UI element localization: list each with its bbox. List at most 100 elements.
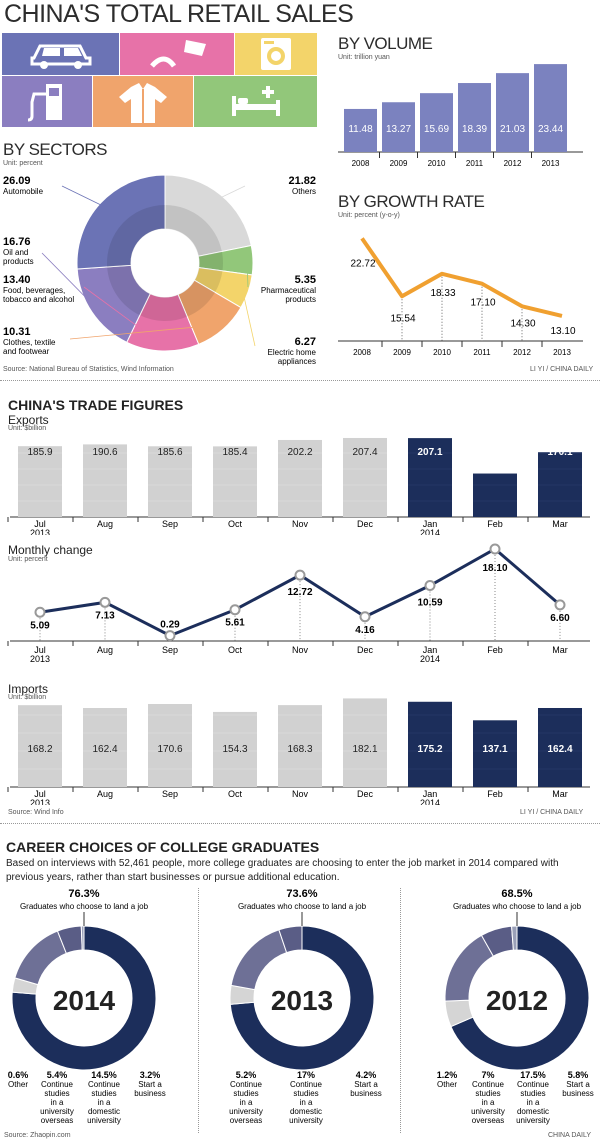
change-month-label: Aug <box>97 645 113 655</box>
change-value-label: 10.59 <box>417 598 442 609</box>
career-domestic-label: Continue <box>290 1080 323 1089</box>
trade-value-label: 190.6 <box>92 447 117 458</box>
trade-month-label: Jan <box>423 789 438 799</box>
trade-month-label: Mar <box>552 519 568 529</box>
trade-month-label: 2013 <box>30 798 50 805</box>
change-value-label: 4.16 <box>355 625 375 636</box>
career-overseas-label: studies <box>475 1089 500 1098</box>
trade-month-label: Nov <box>292 789 309 799</box>
trade-bar <box>278 705 322 787</box>
career-business-label: Start a <box>138 1080 162 1089</box>
trade-bar <box>213 446 257 517</box>
donut-hole <box>131 229 199 297</box>
trade-month-label: Mar <box>552 789 568 799</box>
career-slice <box>229 925 375 1071</box>
sector-category-label: tobacco and alcohol <box>3 295 74 304</box>
trade-month-label: Dec <box>357 519 374 529</box>
change-point <box>294 569 306 581</box>
career-overseas-label: university <box>471 1107 505 1116</box>
volume-value-label: 15.69 <box>424 124 449 135</box>
change-month-label: Jan <box>423 645 438 655</box>
career-slice <box>80 925 85 951</box>
trade-value-label: 182.1 <box>352 744 377 755</box>
growth-year-label: 2009 <box>393 348 411 357</box>
growth-year-label: 2013 <box>553 348 571 357</box>
sector-value-label: 16.76 <box>3 236 31 248</box>
career-overseas-label: overseas <box>230 1116 262 1125</box>
change-value-label: 12.72 <box>287 587 312 598</box>
volume-title: BY VOLUME <box>338 34 433 53</box>
career-domestic-pct: 17.5% <box>520 1070 546 1080</box>
trade-month-label: Sep <box>162 789 178 799</box>
trade-value-label: 168.3 <box>287 744 312 755</box>
trade-month-label: Dec <box>357 789 374 799</box>
trade-value-label: 170.1 <box>547 447 572 458</box>
career-slice <box>511 925 518 951</box>
trade-value-label: 185.6 <box>157 447 182 458</box>
change-value-label: 5.09 <box>30 620 50 631</box>
sector-category-label: Others <box>292 187 316 196</box>
career-job-label: Graduates who choose to land a job <box>238 902 367 911</box>
career-year-label: 2012 <box>486 985 548 1016</box>
career-domestic-label: studies <box>520 1089 545 1098</box>
trade-month-label: 2013 <box>30 528 50 535</box>
trade-month-label: Jul <box>34 519 46 529</box>
sector-category-label: products <box>285 295 316 304</box>
sector-category-label: Electric home <box>268 348 317 357</box>
sector-leader-line <box>242 289 256 347</box>
volume-value-label: 23.44 <box>538 124 563 135</box>
sector-category-label: Oil and <box>3 248 28 257</box>
career-business-pct: 5.8% <box>568 1070 589 1080</box>
sector-slice-inner <box>107 205 165 267</box>
career-overseas-label: in a <box>482 1098 495 1107</box>
career-year-label: 2014 <box>53 985 116 1016</box>
trade-bar <box>148 446 192 517</box>
trade-value-label: 175.2 <box>417 744 442 755</box>
change-point <box>359 611 371 623</box>
trade-value-label: 207.1 <box>417 447 442 458</box>
career-domestic-label: studies <box>91 1089 116 1098</box>
trade-month-label: Jan <box>423 519 438 529</box>
change-month-label: 2013 <box>30 654 50 664</box>
career-business-pct: 4.2% <box>356 1070 377 1080</box>
career-overseas-label: studies <box>44 1089 69 1098</box>
volume-year-label: 2008 <box>352 159 370 168</box>
section-divider <box>0 823 600 824</box>
imports-unit: Unit: $billion <box>8 694 47 701</box>
volume-bar <box>534 64 567 152</box>
career-overseas-pct: 7% <box>481 1070 494 1080</box>
growth-year-label: 2012 <box>513 348 531 357</box>
sectors-unit: Unit: percent <box>3 160 43 167</box>
trade-month-label: Aug <box>97 519 113 529</box>
career-credit: CHINA DAILY <box>548 1132 592 1139</box>
sector-category-label: Automobile <box>3 187 44 196</box>
career-domestic-label: in a <box>527 1098 540 1107</box>
volume-value-label: 18.39 <box>462 124 487 135</box>
career-source: Source: Zhaopin.com <box>4 1132 71 1139</box>
career-overseas-label: university <box>229 1107 263 1116</box>
trade-bar <box>343 437 387 517</box>
trade-value-label: 162.4 <box>92 744 117 755</box>
change-point <box>554 599 566 611</box>
volume-bar-chart: 11.48 2008 13.27 2009 15.69 2010 18.39 2011 21.0… <box>338 64 583 168</box>
sector-category-label: Food, beverages, <box>3 286 65 295</box>
change-value-label: 7.13 <box>95 610 115 621</box>
sectors-source: Source: National Bureau of Statistics, W… <box>3 366 174 373</box>
trade-bar <box>408 701 452 787</box>
growth-value-label: 22.72 <box>350 258 375 269</box>
growth-credit: LI YI / CHINA DAILY <box>530 366 594 373</box>
volume-value-label: 21.03 <box>500 124 525 135</box>
sector-value-label: 13.40 <box>3 274 31 286</box>
career-year-label: 2013 <box>271 985 333 1016</box>
trade-credit: LI YI / CHINA DAILY <box>520 809 584 816</box>
sector-leader-line <box>83 286 163 346</box>
career-intro: Based on interviews with 52,461 people, … <box>6 858 559 883</box>
trade-month-label: Jul <box>34 789 46 799</box>
imports-title: Imports <box>8 682 49 696</box>
trade-value-label: 185.9 <box>27 447 52 458</box>
trade-month-label: Oct <box>228 789 243 799</box>
career-slice <box>14 930 67 986</box>
trade-bar <box>18 446 62 517</box>
